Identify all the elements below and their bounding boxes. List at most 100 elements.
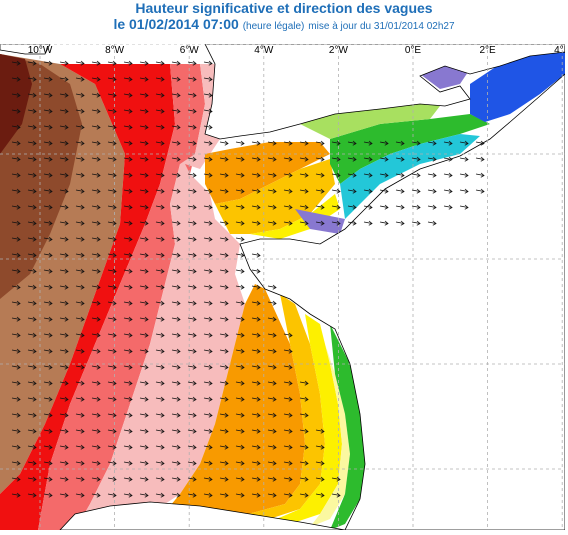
wave-arrow [139,156,149,162]
wave-arrow [235,156,245,162]
longitude-label: 8°W [105,45,125,56]
wave-arrow [139,204,149,210]
wave-arrow [235,204,245,210]
band-cyan [340,134,480,219]
longitude-label: 2°E [479,45,496,56]
wave-arrow [107,188,117,194]
wave-arrow [139,316,149,322]
wave-arrow [283,140,293,146]
wave-arrow [251,492,261,498]
wave-arrow [43,76,53,82]
wave-arrow [107,92,117,98]
wave-arrow [251,172,261,178]
wave-arrow [139,92,149,98]
wave-arrow [203,172,213,178]
wave-arrow [59,396,69,402]
wave-arrow [171,284,181,290]
wave-arrow [187,76,197,82]
wave-arrow [59,444,69,450]
wave-arrow [347,172,357,178]
wave-arrow [251,460,261,466]
wave-arrow [283,188,293,194]
wave-arrow [107,380,117,386]
grid-lines [0,43,565,530]
wave-arrow [299,380,309,386]
wave-arrow [123,108,133,114]
wave-arrow [27,348,37,354]
wave-arrow [43,60,53,66]
wave-arrow [187,252,197,258]
wave-arrow [155,220,165,226]
longitude-label: 10°W [28,45,53,56]
wave-arrow [27,60,37,66]
wave-arrow [187,140,197,146]
wave-arrow [267,188,277,194]
wave-arrow [267,364,277,370]
land-france [239,73,566,531]
wave-arrow [59,476,69,482]
wave-arrow [59,236,69,242]
wave-arrow [123,124,133,130]
wave-arrow [75,348,85,354]
wave-arrow [219,380,229,386]
wave-arrow [203,332,213,338]
wave-arrow [219,492,229,498]
wave-arrow [219,204,229,210]
wave-arrow [139,140,149,146]
wave-arrow [251,204,261,210]
wave-arrow [43,476,53,482]
wave-arrow [203,364,213,370]
wave-arrow [107,76,117,82]
wave-arrow [43,172,53,178]
wave-arrow [187,380,197,386]
wave-arrow [411,172,421,178]
wave-arrow [91,172,101,178]
wave-arrow [43,428,53,434]
wave-arrow [11,268,21,274]
wave-arrow [107,172,117,178]
wave-arrow [139,460,149,466]
wave-arrow [139,220,149,226]
wave-arrow [123,332,133,338]
wave-arrow [91,332,101,338]
wave-arrow [187,412,197,418]
wave-arrow [59,300,69,306]
wave-arrow [203,204,213,210]
wave-arrow [331,204,341,210]
wave-arrow [379,140,389,146]
wave-arrow [27,412,37,418]
wave-arrow [27,188,37,194]
wave-arrow [11,364,21,370]
wave-arrow [75,172,85,178]
wave-arrow [283,220,293,226]
wave-arrow [411,156,421,162]
wave-arrow [235,476,245,482]
longitude-label: 4°W [254,45,274,56]
wave-arrow [219,460,229,466]
wave-arrow [331,172,341,178]
wave-map: 10°W 8°W 6°W 4°W 2°W 0°E 2°E 4°E [0,43,568,531]
wave-arrow [203,300,213,306]
wave-arrow [299,460,309,466]
wave-arrow [235,300,245,306]
wave-arrow [155,92,165,98]
wave-arrow [27,236,37,242]
wave-arrow [267,140,277,146]
wave-arrow [123,76,133,82]
wave-arrow [107,428,117,434]
wave-arrow [11,124,21,130]
wave-arrow [139,60,149,66]
wave-arrow [123,476,133,482]
wave-arrow [283,396,293,402]
wave-arrow [187,348,197,354]
wave-arrow [123,236,133,242]
wave-arrow [267,284,277,290]
wave-arrow [43,252,53,258]
wave-arrow [219,364,229,370]
wave-arrow [59,188,69,194]
wave-arrow [427,204,437,210]
wave-arrow [171,140,181,146]
wave-arrow [139,348,149,354]
wave-arrow [139,380,149,386]
wave-arrow [123,268,133,274]
